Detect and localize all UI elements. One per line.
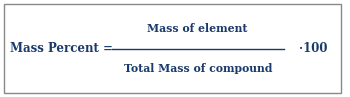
Text: Mass Percent =: Mass Percent = <box>10 42 113 55</box>
Text: ·100: ·100 <box>299 42 328 55</box>
FancyBboxPatch shape <box>4 4 341 93</box>
Text: Total Mass of compound: Total Mass of compound <box>124 63 272 74</box>
Text: Mass of element: Mass of element <box>147 23 248 34</box>
